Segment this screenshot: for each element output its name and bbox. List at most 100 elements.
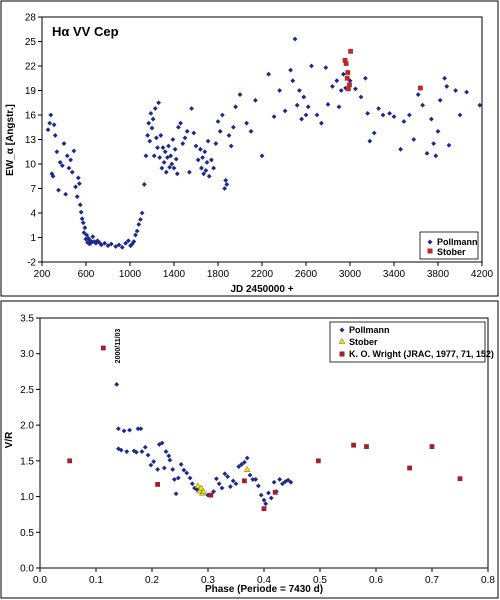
chart2-y-tick-label: 1.5 — [20, 456, 34, 467]
chart1-point-pollmann — [205, 138, 211, 144]
chart1-point-pollmann — [145, 133, 150, 138]
chart1-point-pollmann — [435, 128, 441, 134]
chart1-point-pollmann — [176, 124, 181, 130]
chart1-x-tick-label: 1400 — [163, 269, 186, 280]
chart1-point-pollmann — [66, 165, 72, 171]
chart1-point-pollmann — [420, 102, 425, 108]
chart2-point-k-o-wright-jrac-1977 — [364, 444, 369, 449]
chart2-point-pollmann — [268, 495, 274, 501]
chart1-point-pollmann — [168, 153, 174, 159]
chart1-point-pollmann — [222, 186, 227, 191]
chart1-point-pollmann — [253, 97, 258, 103]
chart1-point-pollmann — [220, 112, 225, 118]
chart1-point-pollmann — [266, 71, 271, 77]
chart1-point-pollmann — [171, 165, 177, 171]
chart2-x-tick-label: 0.2 — [145, 575, 159, 586]
chart2-x-tick-label: 0.7 — [425, 575, 439, 586]
chart2-point-pollmann — [192, 485, 197, 491]
chart1-point-pollmann — [424, 150, 430, 156]
chart2-point-stober — [194, 482, 202, 489]
chart1-point-pollmann — [108, 241, 114, 247]
chart1-point-pollmann — [139, 210, 145, 216]
chart1-point-pollmann — [271, 114, 277, 120]
chart1-point-pollmann — [51, 122, 57, 128]
chart1-point-pollmann — [113, 244, 119, 249]
chart2-point-pollmann — [256, 483, 261, 489]
chart1-point-pollmann — [155, 145, 160, 151]
chart1-point-pollmann — [160, 145, 166, 151]
chart1-point-stober — [418, 85, 423, 91]
chart1-plot-area — [41, 16, 483, 263]
chart1-y-axis-label: EW_α [Angstr.] — [5, 104, 16, 176]
chart1-point-pollmann — [156, 100, 161, 106]
chart1-point-pollmann — [195, 157, 201, 163]
chart1-point-pollmann — [77, 181, 82, 186]
chart1-point-pollmann — [105, 243, 111, 249]
chart1-point-pollmann — [334, 78, 340, 84]
chart2-point-k-o-wright-jrac-1977 — [429, 444, 435, 449]
chart2-y-axis-label: V/R — [4, 431, 15, 448]
chart1-point-pollmann — [398, 146, 403, 152]
chart1-point-stober — [343, 61, 349, 66]
chart2-point-pollmann — [178, 462, 184, 467]
chart2-point-k-o-wright-jrac-1977 — [208, 492, 214, 498]
chart1-x-tick-label: 3400 — [383, 269, 406, 280]
chart1-x-tick-label: 2200 — [251, 269, 274, 280]
chart1-point-pollmann — [464, 89, 469, 95]
chart2-y-tick-label: 1.0 — [20, 492, 34, 503]
chart1-point-pollmann — [453, 88, 458, 93]
chart1-point-pollmann — [415, 92, 421, 97]
chart1-point-pollmann — [163, 169, 169, 175]
chart1-point-pollmann — [150, 116, 156, 122]
chart1-point-pollmann — [75, 175, 81, 181]
chart2-point-pollmann — [116, 426, 121, 432]
chart2-point-pollmann — [216, 481, 222, 487]
chart1-y-tick-label: 1 — [30, 233, 36, 244]
chart1-point-pollmann — [217, 128, 223, 134]
chart1-point-pollmann — [169, 161, 175, 167]
chart1-point-pollmann — [69, 169, 75, 175]
chart2-point-pollmann — [142, 444, 148, 450]
chart1-point-pollmann — [341, 71, 346, 77]
chart1-point-pollmann — [294, 102, 300, 108]
chart2-point-pollmann — [118, 447, 124, 453]
chart2-annotation: 2000/11/03 — [115, 329, 122, 364]
chart1-point-pollmann — [248, 128, 254, 134]
chart1-point-pollmann — [199, 165, 204, 171]
chart2-point-pollmann — [170, 467, 176, 472]
chart2-x-tick-label: 0.0 — [33, 575, 47, 586]
chart1-point-pollmann — [63, 191, 69, 197]
chart2-point-pollmann — [135, 426, 141, 432]
chart1-x-tick-label: 200 — [34, 269, 51, 280]
chart2-point-pollmann — [138, 426, 144, 432]
chart1-point-pollmann — [290, 78, 296, 84]
chart2-y-tick-label: 0.5 — [20, 528, 34, 539]
chart1-point-pollmann — [182, 135, 188, 141]
chart2-point-pollmann — [167, 457, 173, 463]
chart1-point-pollmann — [90, 234, 96, 240]
chart2-point-pollmann — [244, 455, 250, 461]
chart1-point-pollmann — [198, 146, 203, 152]
chart2-point-pollmann — [151, 459, 157, 464]
chart2-x-tick-label: 0.1 — [89, 575, 103, 586]
chart1-point-pollmann — [477, 102, 483, 108]
chart1-y-tick-label: -2 — [27, 258, 36, 269]
chart2-point-pollmann — [247, 472, 253, 478]
chart2-x-tick-label: 0.8 — [481, 575, 495, 586]
chart1-point-pollmann — [367, 138, 373, 144]
chart1-point-pollmann — [213, 141, 219, 146]
chart1-point-pollmann — [174, 171, 180, 177]
chart1-point-pollmann — [61, 141, 67, 146]
chart1-point-pollmann — [167, 164, 172, 170]
chart1-point-pollmann — [123, 240, 128, 246]
chart2-point-pollmann — [288, 479, 294, 485]
chart2-y-tick-label: 3.5 — [20, 314, 34, 325]
chart2-point-k-o-wright-jrac-1977 — [155, 482, 160, 487]
chart2-point-pollmann — [219, 485, 225, 491]
chart1-x-tick-label: 4200 — [471, 269, 494, 280]
chart1-y-tick-label: 16 — [25, 111, 37, 122]
chart1-point-pollmann — [173, 156, 179, 162]
chart1-point-pollmann — [376, 106, 381, 111]
chart1-point-pollmann — [411, 137, 417, 142]
